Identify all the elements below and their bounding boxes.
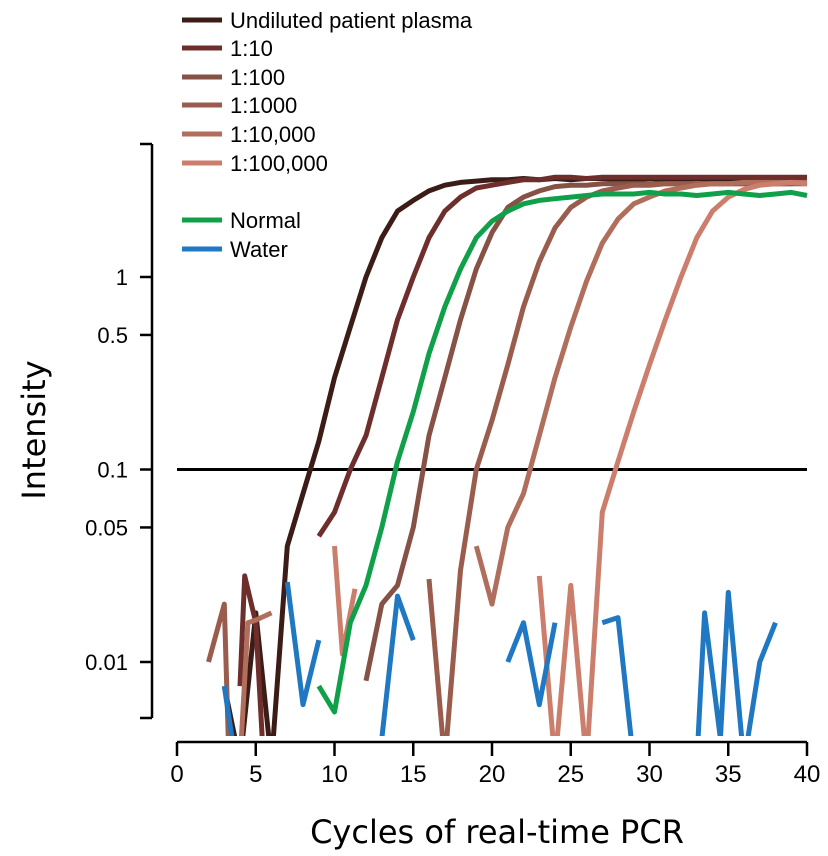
series-line-7-4 <box>601 615 634 736</box>
legend-label-3: 1:1000 <box>230 93 297 118</box>
x-axis-title: Cycles of real-time PCR <box>310 813 684 851</box>
series-6 <box>316 189 808 715</box>
series-line-7-3 <box>505 620 558 708</box>
series-line-1-1 <box>316 174 807 538</box>
x-tick-label-15: 15 <box>400 761 427 788</box>
legend-label-1: 1:10 <box>230 36 273 61</box>
legend-label-6: Normal <box>230 208 301 233</box>
series-line-3-0 <box>206 601 231 736</box>
legend: Undiluted patient plasma 1:10 1:100 1:1000 1… <box>182 8 473 262</box>
y-tick-label-0.5: 0.5 <box>97 323 128 348</box>
series-line-7-2 <box>379 593 416 736</box>
x-tick-label-40: 40 <box>794 761 821 788</box>
series-line-7-5 <box>695 589 778 736</box>
x-tick-label-0: 0 <box>170 761 183 788</box>
x-tick-label-5: 5 <box>249 761 262 788</box>
series-line-6-0 <box>316 189 808 715</box>
series-line-7-0 <box>221 685 235 736</box>
x-axis: 0 5 10 15 20 25 30 35 40 <box>170 740 821 788</box>
legend-label-7: Water <box>230 237 288 262</box>
series-line-7-1 <box>284 581 322 708</box>
series-7 <box>221 581 778 736</box>
series-4 <box>239 179 807 736</box>
legend-label-4: 1:10,000 <box>230 122 316 147</box>
y-tick-label-0.1: 0.1 <box>97 458 128 483</box>
series-line-5-1 <box>536 179 808 736</box>
legend-label-2: 1:100 <box>230 65 285 90</box>
x-tick-label-25: 25 <box>557 761 584 788</box>
series-line-5-0 <box>332 545 358 657</box>
legend-label-0: Undiluted patient plasma <box>230 8 473 33</box>
series-layer <box>206 174 808 736</box>
x-tick-label-20: 20 <box>479 761 506 788</box>
series-line-3-1 <box>426 179 808 736</box>
y-tick-label-1: 1 <box>116 265 128 290</box>
x-tick-label-35: 35 <box>715 761 742 788</box>
legend-label-5: 1:100,000 <box>230 151 328 176</box>
y-axis-title: Intensity <box>15 360 53 499</box>
y-tick-label-0.05: 0.05 <box>85 515 128 540</box>
series-line-4-0 <box>239 610 273 736</box>
x-tick-label-10: 10 <box>321 761 348 788</box>
y-tick-label-0.01: 0.01 <box>85 650 128 675</box>
y-axis: 0.01 0.05 0.1 0.5 1 <box>85 142 154 720</box>
x-tick-label-30: 30 <box>636 761 663 788</box>
series-line-4-1 <box>473 179 807 607</box>
